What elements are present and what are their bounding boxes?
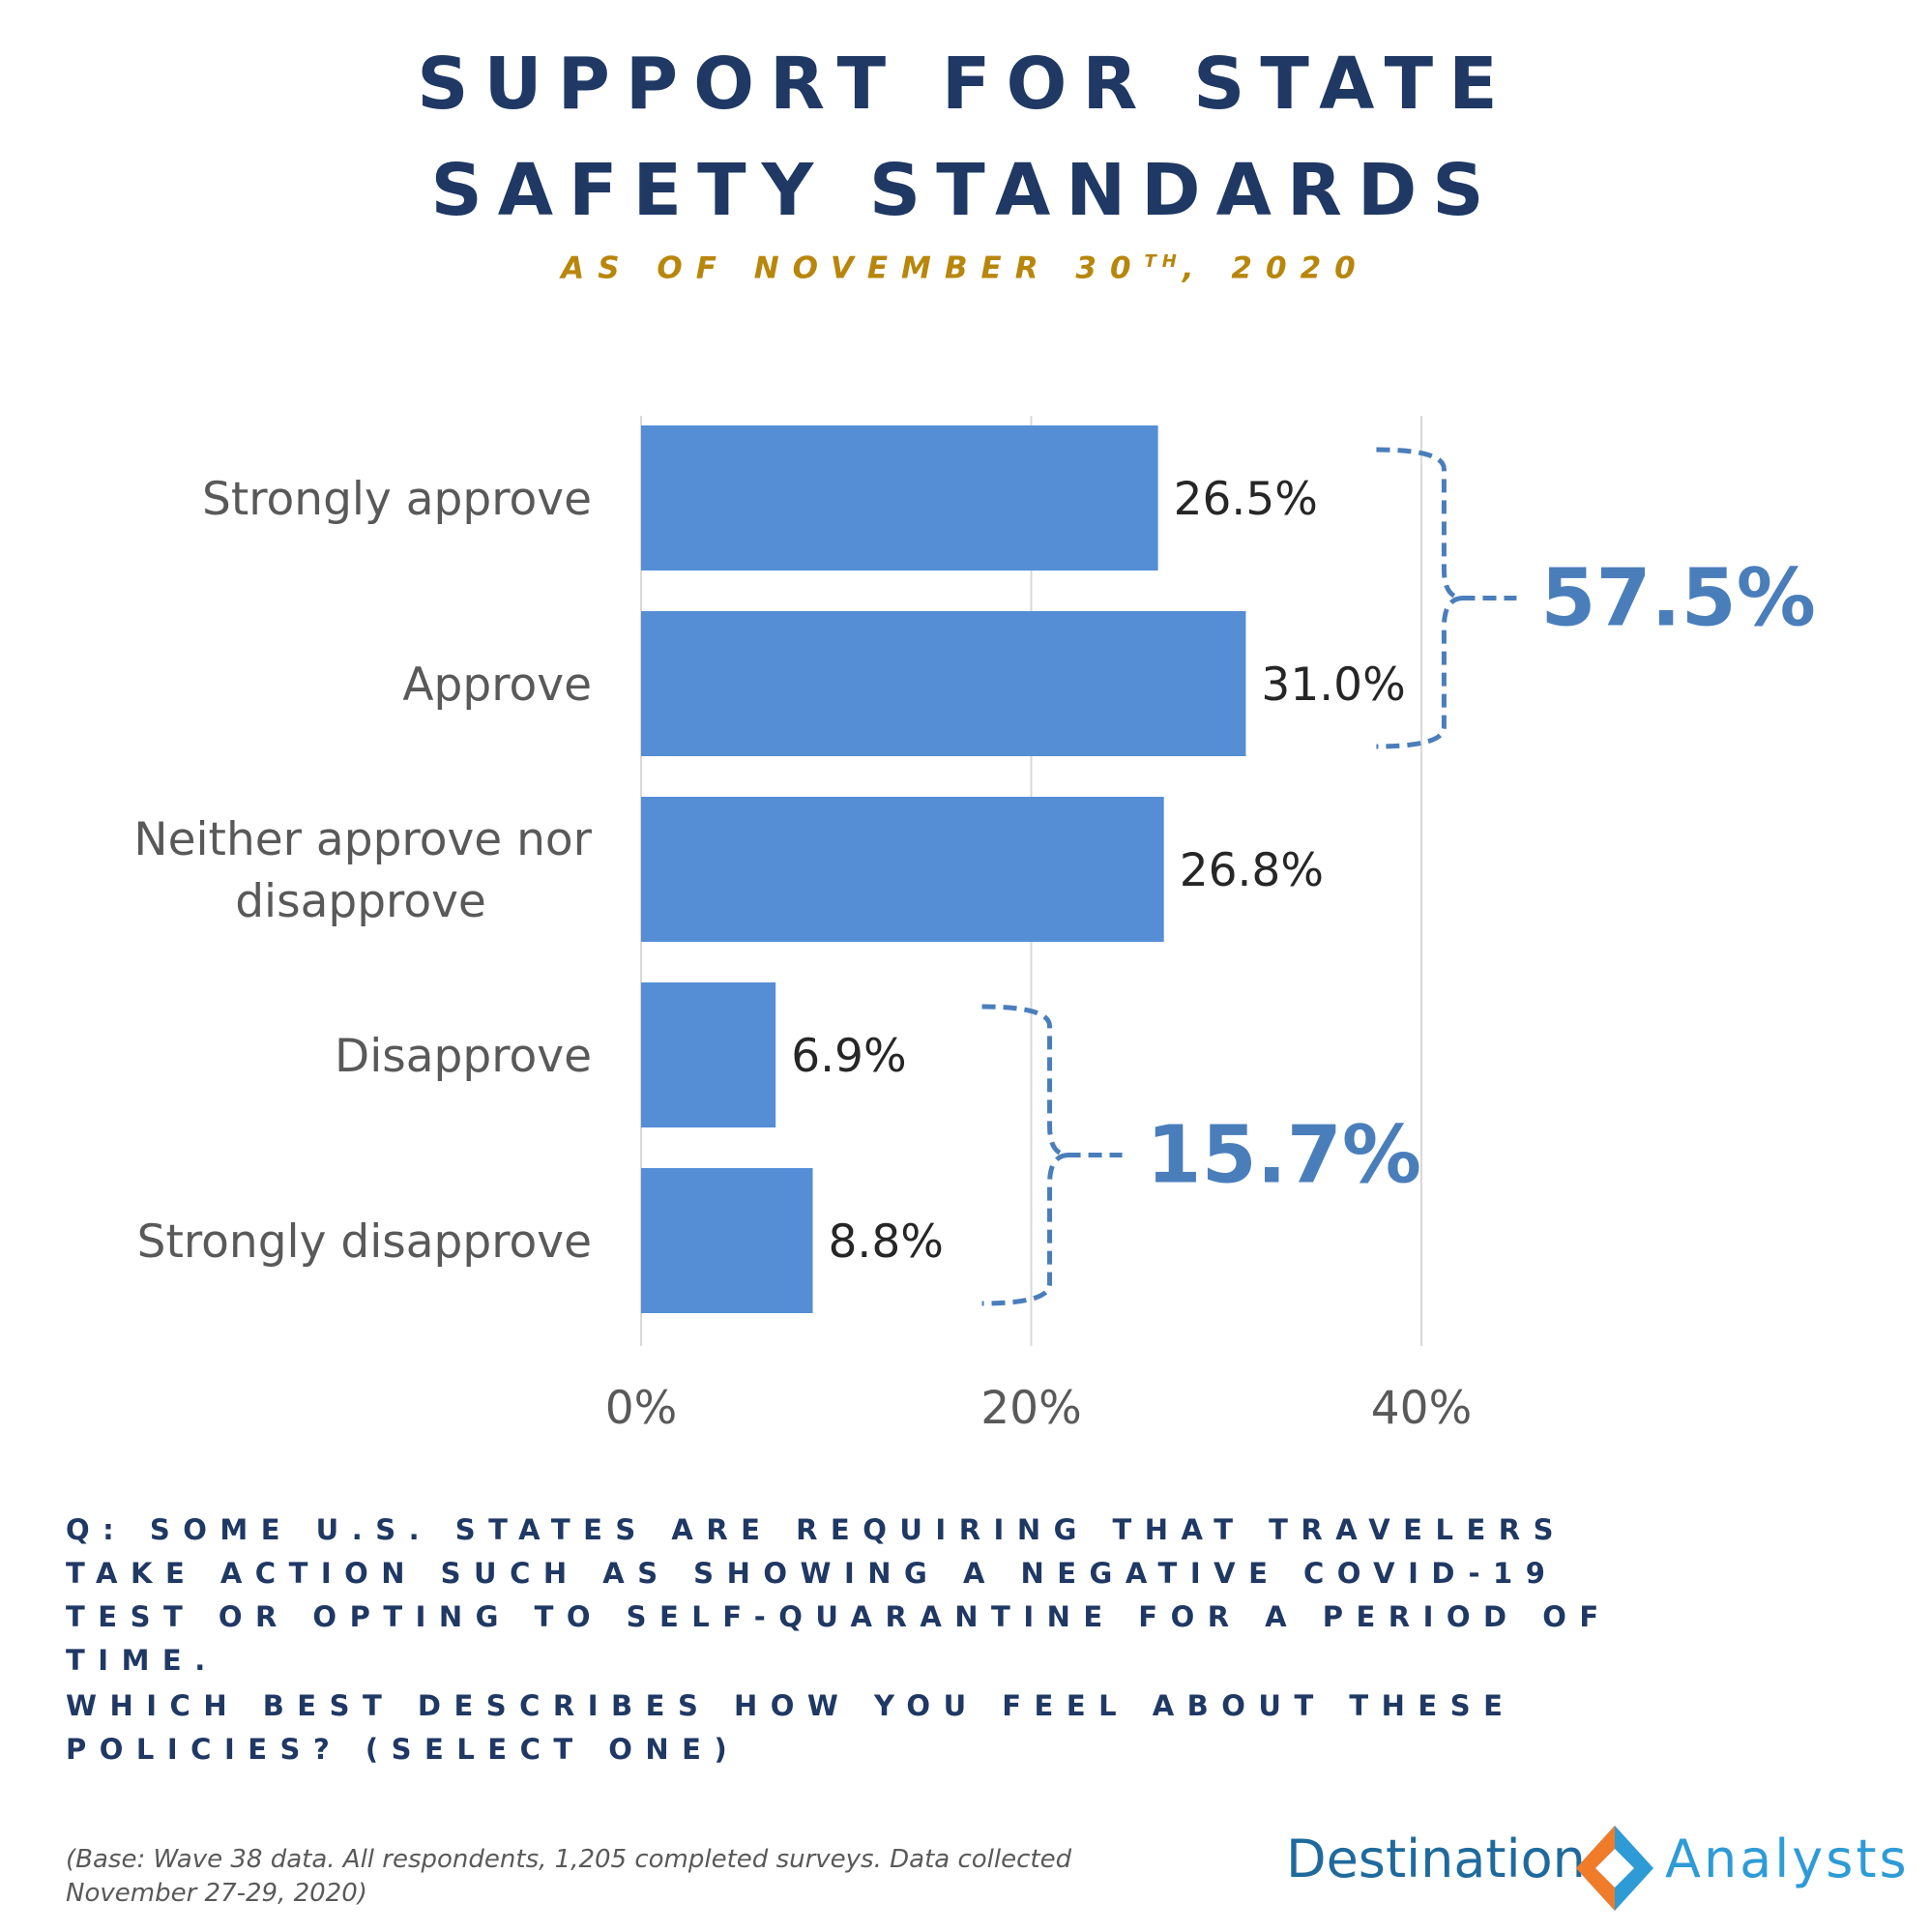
group-bracket [1376,447,1517,749]
group-brackets: 57.5% 15.7% [981,447,1816,1306]
footnote: (Base: Wave 38 data. All respondents, 1,… [66,1845,1072,1908]
value-label: 26.8% [1180,844,1324,897]
value-label: 8.8% [829,1215,944,1269]
group-total-label: 15.7% [1147,1110,1421,1202]
diamond-logo-icon [1576,1826,1653,1911]
labels: 0% 20% 40% 26.5% Strongly approve 31.0% Approv… [133,473,1472,1435]
survey-question-prompt: WHICH BEST DESCRIBES HOW YOU FEEL ABOUT … [66,1689,1516,1766]
category-label: Strongly disapprove [137,1215,592,1269]
chart-subtitle: AS OF NOVEMBER 30TH, 2020 [0,253,1930,283]
bar [641,1168,813,1313]
value-label: 6.9% [791,1030,906,1083]
x-tick-label: 40% [1371,1382,1472,1435]
chart-title-line-1: SUPPORT FOR STATE [417,43,1513,126]
subtitle-superscript: TH [1144,251,1183,272]
group-bracket [981,1004,1123,1306]
bar [641,425,1158,571]
subtitle-prefix: AS OF NOVEMBER 30 [561,250,1145,286]
bar [641,611,1246,756]
logo-text-left: Destination [1286,1829,1586,1889]
destination-analysts-logo: Destination Analysts [1286,1818,1915,1915]
group-total-label: 57.5% [1540,553,1815,645]
bars [641,425,1246,1313]
value-label: 31.0% [1261,659,1405,712]
category-label: Strongly approve [202,473,592,526]
bar [641,797,1164,942]
value-label: 26.5% [1174,473,1318,526]
subtitle-suffix: , 2020 [1182,250,1369,286]
category-label: disapprove [235,875,486,928]
x-tick-label: 0% [605,1382,678,1435]
survey-question: Q: SOME U.S. STATES ARE REQUIRING THAT T… [66,1513,1612,1677]
logo-text-right: Analysts [1665,1829,1910,1889]
bar [641,982,776,1127]
category-label: Approve [402,659,592,712]
chart-title-line-2: SAFETY STANDARDS [430,149,1500,232]
x-tick-label: 20% [980,1382,1081,1435]
category-label: Neither approve nor [133,813,592,866]
category-label: Disapprove [335,1030,592,1083]
